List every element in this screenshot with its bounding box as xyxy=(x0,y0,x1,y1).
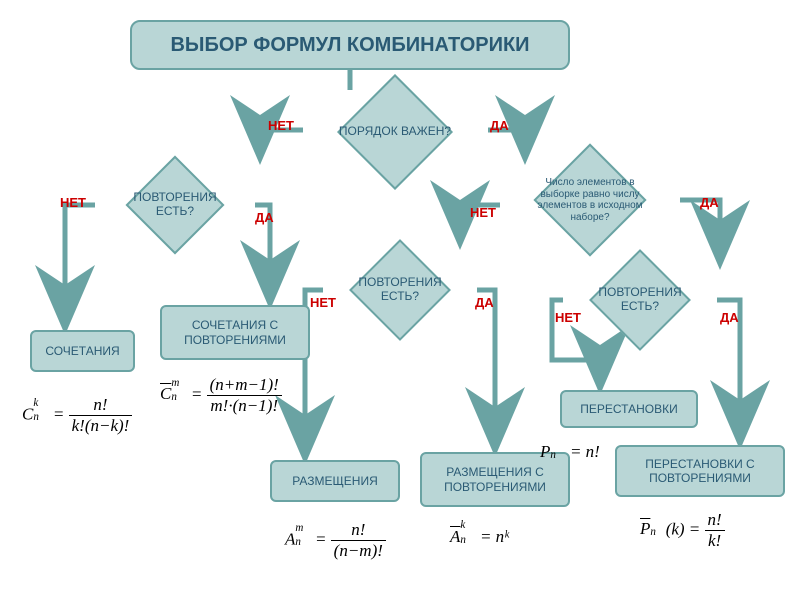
formula-permutations-rep: Pn(k) = n!k! xyxy=(640,510,725,551)
formula-combinations-rep: Cmn = (n+m−1)!m!·(n−1)! xyxy=(160,375,282,416)
box-placements: РАЗМЕЩЕНИЯ xyxy=(270,460,400,502)
formula-placements-rep: Akn = nᵏ xyxy=(450,525,509,547)
formula-permutations: Pn = n! xyxy=(540,440,600,462)
box-permutations-rep: ПЕРЕСТАНОВКИ С ПОВТОРЕНИЯМИ xyxy=(615,445,785,497)
label-yes: ДА xyxy=(720,310,739,325)
label-yes: ДА xyxy=(700,195,719,210)
diamond-shape xyxy=(533,143,646,256)
label-no: НЕТ xyxy=(268,118,294,133)
formula-combinations: Ckn = n!k!(n−k)! xyxy=(22,395,132,436)
formula-placements: Amn = n!(n−m)! xyxy=(285,520,386,561)
label-yes: ДА xyxy=(490,118,509,133)
diamond-shape xyxy=(337,74,453,190)
box-combinations: СОЧЕТАНИЯ xyxy=(30,330,135,372)
diamond-order: ПОРЯДОК ВАЖЕН? xyxy=(354,91,436,173)
label-no: НЕТ xyxy=(555,310,581,325)
diamond-rep-mid: ПОВТОРЕНИЯ ЕСТЬ? xyxy=(364,254,436,326)
diamond-count: Число элементов в выборке равно числу эл… xyxy=(550,160,630,240)
diamond-rep-left: ПОВТОРЕНИЯ ЕСТЬ? xyxy=(140,170,210,240)
label-no: НЕТ xyxy=(470,205,496,220)
title-box: ВЫБОР ФОРМУЛ КОМБИНАТОРИКИ xyxy=(130,20,570,70)
label-yes: ДА xyxy=(475,295,494,310)
diamond-shape xyxy=(349,239,451,341)
label-no: НЕТ xyxy=(310,295,336,310)
diamond-shape xyxy=(126,156,225,255)
label-no: НЕТ xyxy=(60,195,86,210)
box-combinations-rep: СОЧЕТАНИЯ С ПОВТОРЕНИЯМИ xyxy=(160,305,310,360)
title-text: ВЫБОР ФОРМУЛ КОМБИНАТОРИКИ xyxy=(170,34,529,57)
box-permutations: ПЕРЕСТАНОВКИ xyxy=(560,390,698,428)
diamond-shape xyxy=(589,249,691,351)
diamond-rep-right: ПОВТОРЕНИЯ ЕСТЬ? xyxy=(604,264,676,336)
label-yes: ДА xyxy=(255,210,274,225)
